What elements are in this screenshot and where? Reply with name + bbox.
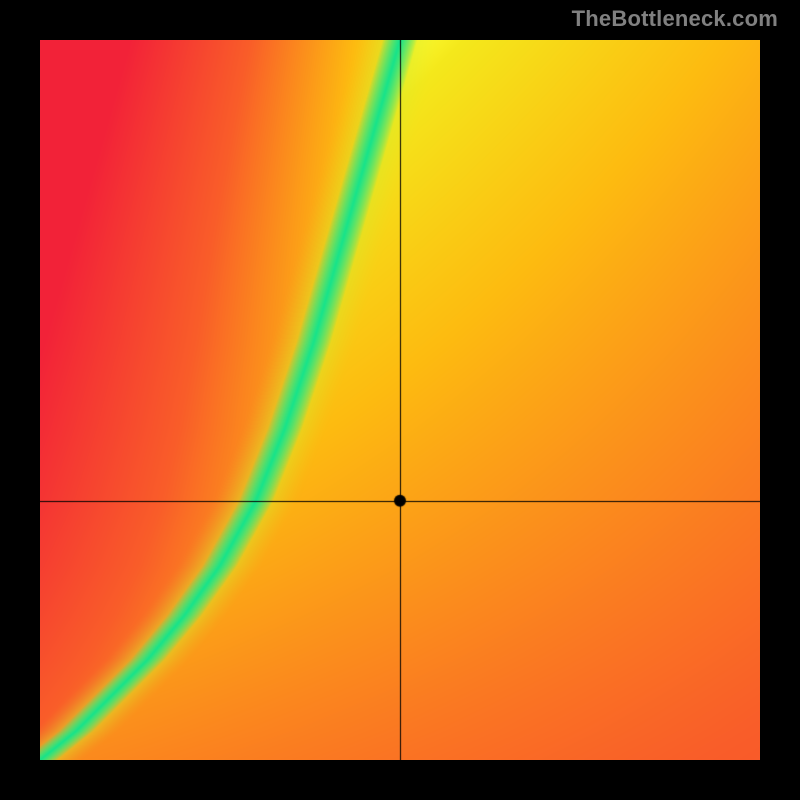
plot-area xyxy=(40,40,760,760)
chart-container: TheBottleneck.com xyxy=(0,0,800,800)
watermark-text: TheBottleneck.com xyxy=(572,6,778,32)
overlay-canvas xyxy=(40,40,760,760)
